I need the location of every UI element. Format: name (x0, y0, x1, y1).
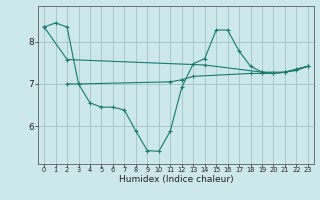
X-axis label: Humidex (Indice chaleur): Humidex (Indice chaleur) (119, 175, 233, 184)
